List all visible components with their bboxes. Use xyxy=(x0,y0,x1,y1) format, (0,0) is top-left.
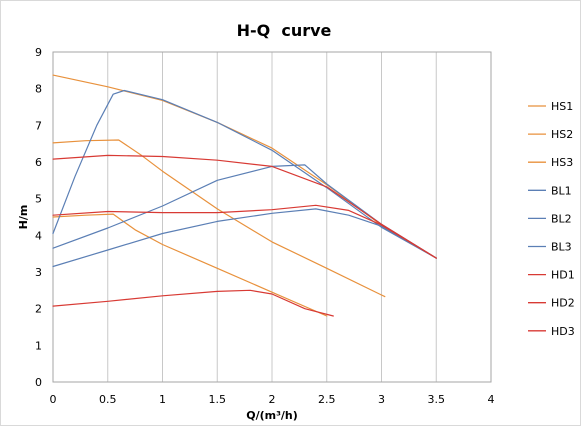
x-axis-label: Q/(m³/h) xyxy=(246,409,298,422)
chart-title: H-Q curve xyxy=(237,21,332,40)
x-tick-label: 3 xyxy=(378,393,385,406)
x-tick-label: 2.5 xyxy=(318,393,336,406)
y-tick-label: 4 xyxy=(35,229,42,242)
y-axis-label: H/m xyxy=(17,205,30,230)
series-lines xyxy=(52,74,437,317)
series-line-bl3 xyxy=(52,208,437,268)
x-tick-label: 2 xyxy=(269,393,276,406)
legend-label-bl1: BL1 xyxy=(551,184,572,197)
y-tick-label: 1 xyxy=(35,339,42,352)
x-axis-ticks: 0 0.5 1 1.5 2 2.5 3 3.5 4 xyxy=(50,393,495,406)
series-line-hs1 xyxy=(52,74,437,259)
x-tick-label: 4 xyxy=(488,393,495,406)
legend-label-hd2: HD2 xyxy=(551,297,575,310)
y-tick-label: 5 xyxy=(35,193,42,206)
series-line-bl1 xyxy=(52,89,437,259)
legend-label-bl3: BL3 xyxy=(551,241,572,254)
y-tick-label: 8 xyxy=(35,83,42,96)
grid-lines xyxy=(107,52,437,382)
x-tick-label: 0.5 xyxy=(99,393,117,406)
y-tick-label: 7 xyxy=(35,119,42,132)
y-tick-label: 2 xyxy=(35,303,42,316)
legend-label-hs3: HS3 xyxy=(551,156,573,169)
x-tick-label: 0 xyxy=(50,393,57,406)
legend-label-hs1: HS1 xyxy=(551,100,573,113)
legend-label-hs2: HS2 xyxy=(551,128,573,141)
y-tick-label: 9 xyxy=(35,46,42,59)
series-line-hd1 xyxy=(52,154,437,259)
y-tick-label: 0 xyxy=(35,376,42,389)
x-tick-label: 3.5 xyxy=(428,393,446,406)
legend: HS1 HS2 HS3 BL1 BL2 BL3 HD1 HD2 HD3 xyxy=(528,100,575,338)
y-axis-ticks: 0 1 2 3 4 5 6 7 8 9 xyxy=(35,46,42,389)
legend-label-hd3: HD3 xyxy=(551,325,575,338)
legend-label-bl2: BL2 xyxy=(551,212,572,225)
y-tick-label: 3 xyxy=(35,266,42,279)
x-tick-label: 1 xyxy=(159,393,166,406)
y-tick-label: 6 xyxy=(35,156,42,169)
series-line-hs2 xyxy=(52,139,386,298)
series-line-hd2 xyxy=(52,204,437,259)
series-line-hd3 xyxy=(52,289,334,317)
legend-label-hd1: HD1 xyxy=(551,269,575,282)
x-tick-label: 1.5 xyxy=(209,393,227,406)
